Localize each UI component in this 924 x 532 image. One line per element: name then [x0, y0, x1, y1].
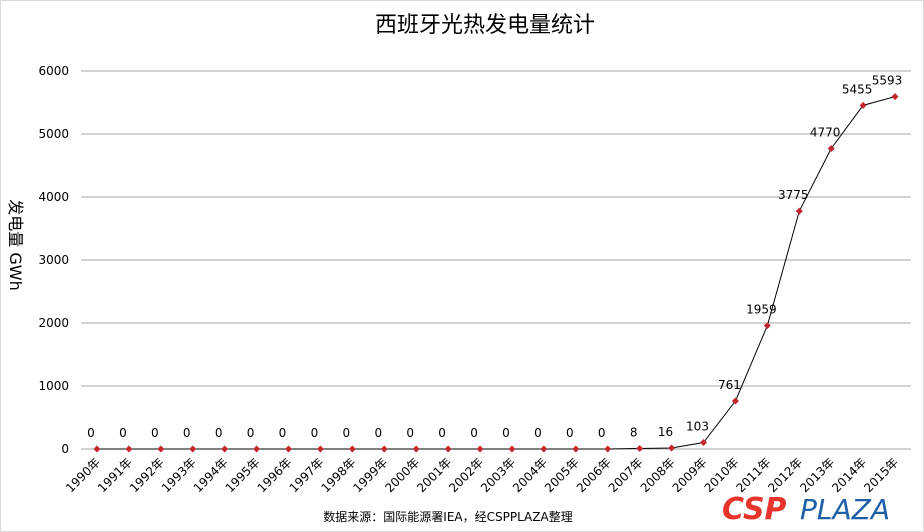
data-label: 16	[658, 425, 673, 439]
data-label: 0	[438, 426, 446, 440]
data-label: 4770	[810, 125, 841, 139]
logo-part: PLAZA	[800, 493, 890, 526]
marker	[891, 93, 899, 101]
data-label: 0	[215, 426, 223, 440]
y-tick-label: 1000	[38, 379, 69, 393]
marker	[508, 445, 516, 453]
data-label: 103	[686, 420, 709, 434]
marker	[763, 322, 771, 330]
marker	[125, 445, 133, 453]
marker	[476, 445, 484, 453]
data-label: 0	[279, 426, 287, 440]
marker	[668, 444, 676, 452]
y-tick-label: 6000	[38, 64, 69, 78]
marker	[604, 445, 612, 453]
marker	[700, 439, 707, 447]
data-label: 0	[566, 426, 574, 440]
data-label: 0	[598, 426, 606, 440]
marker	[93, 445, 101, 453]
data-label: 0	[183, 426, 191, 440]
marker	[540, 445, 548, 453]
source-note: 数据来源：国际能源署IEA，经CSPPLAZA整理	[323, 509, 572, 524]
data-label: 0	[87, 426, 95, 440]
chart-title: 西班牙光热发电量统计	[375, 13, 595, 38]
data-label: 8	[630, 425, 638, 439]
marker	[444, 445, 452, 453]
marker	[827, 144, 835, 152]
marker	[253, 445, 261, 453]
data-label: 5593	[872, 74, 903, 88]
marker	[157, 445, 165, 453]
data-label: 0	[343, 426, 351, 440]
y-tick-label: 5000	[38, 127, 69, 141]
y-tick-label: 2000	[38, 316, 69, 330]
data-label: 0	[534, 426, 542, 440]
marker	[221, 445, 229, 453]
marker	[285, 445, 292, 453]
data-label: 0	[374, 426, 382, 440]
data-label: 0	[151, 426, 159, 440]
marker	[316, 445, 324, 453]
marker	[348, 445, 356, 453]
data-label: 1959	[746, 303, 777, 317]
line	[96, 96, 896, 450]
marker	[380, 445, 388, 453]
marker	[795, 207, 803, 215]
data-label: 0	[470, 426, 478, 440]
y-tick-label: 3000	[38, 253, 69, 267]
y-tick-label: 0	[61, 442, 69, 456]
marker	[731, 397, 739, 405]
data-label: 0	[502, 426, 510, 440]
data-label: 0	[406, 426, 414, 440]
marker	[412, 445, 420, 453]
y-tick-label: 4000	[38, 190, 69, 204]
data-label: 3775	[778, 188, 809, 202]
data-label: 761	[718, 378, 741, 392]
marker	[636, 444, 644, 452]
data-label: 0	[247, 426, 255, 440]
logo-part: CSP	[722, 492, 787, 527]
data-label: 5455	[842, 82, 873, 96]
marker	[189, 445, 197, 453]
marker	[859, 101, 867, 109]
marker	[572, 445, 580, 453]
data-label: 0	[311, 426, 319, 440]
y-axis-label: 发电量 GWh	[6, 199, 25, 290]
data-label: 0	[119, 426, 127, 440]
